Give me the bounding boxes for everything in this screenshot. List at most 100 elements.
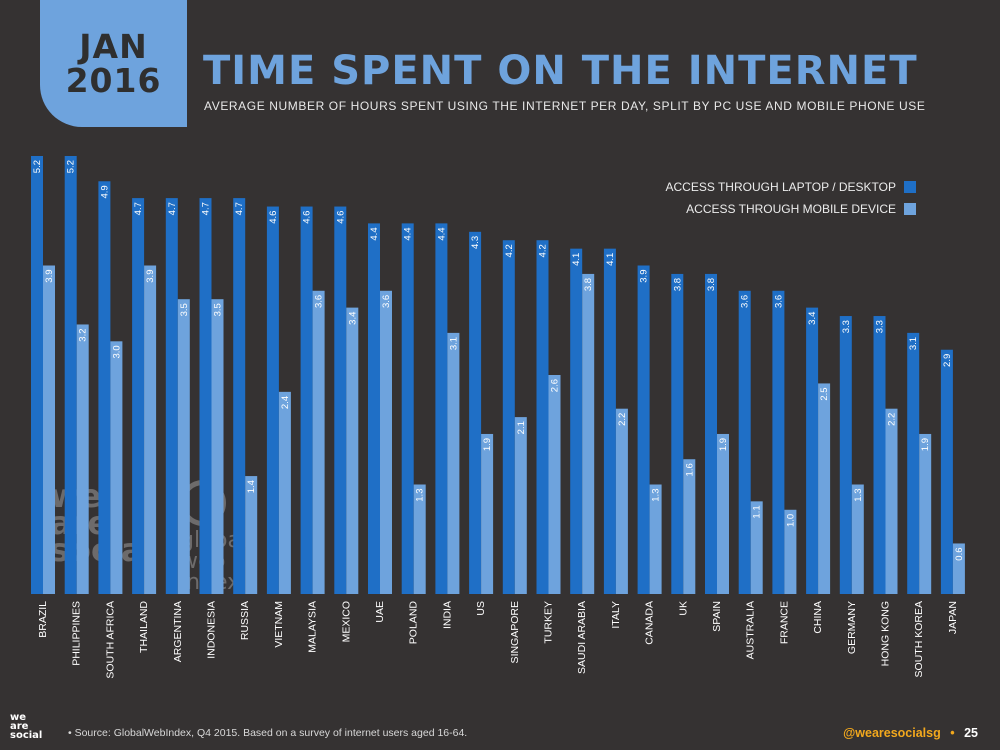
category-label: GERMANY: [846, 601, 858, 654]
bar-mobile: [851, 484, 864, 594]
category-label: HONG KONG: [880, 601, 892, 666]
bar-mobile: [514, 417, 527, 594]
legend-swatch-desktop: [904, 181, 916, 193]
data-label: 3.5: [213, 303, 224, 316]
data-label: 1.3: [853, 489, 864, 502]
bar-desktop: [199, 198, 212, 594]
category-label: RUSSIA: [239, 601, 251, 640]
data-label: 2.4: [280, 396, 291, 409]
category-label: US: [475, 601, 487, 616]
bar-mobile: [481, 433, 494, 594]
category-label: AUSTRALIA: [745, 601, 757, 659]
data-label: 3.9: [44, 270, 55, 283]
footer-logo-line-1: we: [10, 712, 27, 723]
data-label: 2.1: [516, 421, 527, 434]
bar-mobile: [952, 543, 965, 594]
bar-mobile: [346, 307, 359, 594]
data-label: 4.6: [268, 211, 279, 224]
category-label: THAILAND: [138, 601, 150, 653]
bar-mobile: [818, 383, 831, 594]
data-label: 1.9: [920, 438, 931, 451]
bar-desktop: [705, 273, 717, 594]
category-label: CHINA: [812, 601, 824, 634]
category-label: MALAYSIA: [307, 601, 319, 653]
data-label: 2.5: [819, 387, 830, 400]
data-label: 5.2: [32, 160, 43, 173]
data-label: 3.8: [583, 278, 594, 291]
bar-mobile: [750, 501, 763, 594]
data-label: 1.9: [718, 438, 729, 451]
data-label: 4.1: [605, 253, 616, 266]
page-number: 25: [964, 726, 978, 740]
category-label: FRANCE: [778, 601, 790, 644]
footer-left: we are social • Source: GlobalWebIndex, …: [10, 712, 467, 741]
data-label: 4.4: [403, 227, 414, 240]
data-label: 4.7: [234, 202, 245, 215]
data-label: 4.7: [201, 202, 212, 215]
category-label: SAUDI ARABIA: [576, 601, 588, 674]
page-title: TIME SPENT ON THE INTERNET: [203, 48, 918, 94]
bar-desktop: [839, 316, 852, 594]
category-label: CANADA: [644, 601, 656, 645]
category-label: VIETNAM: [273, 601, 285, 648]
bar-mobile: [447, 332, 460, 594]
data-label: 4.2: [504, 244, 515, 257]
bar-mobile: [717, 433, 729, 594]
page-subtitle: AVERAGE NUMBER OF HOURS SPENT USING THE …: [204, 99, 926, 113]
bar-desktop: [31, 156, 43, 594]
footer-separator: •: [950, 726, 955, 740]
data-label: 3.6: [314, 295, 325, 308]
bar-mobile: [245, 476, 258, 594]
bar-mobile: [615, 408, 628, 594]
category-label: PHILIPPINES: [71, 601, 83, 666]
category-label: ITALY: [610, 601, 622, 629]
bar-desktop: [637, 265, 650, 594]
data-label: 3.3: [841, 320, 852, 333]
data-label: 3.8: [706, 278, 717, 291]
data-label: 3.9: [145, 270, 156, 283]
data-label: 3.6: [773, 295, 784, 308]
chart-legend: ACCESS THROUGH LAPTOP / DESKTOP ACCESS T…: [665, 176, 916, 220]
bar-mobile: [548, 375, 561, 594]
bar-mobile: [76, 324, 89, 594]
data-label: 4.6: [302, 211, 313, 224]
data-label: 4.9: [99, 185, 110, 198]
category-label: SOUTH KOREA: [913, 601, 925, 677]
legend-label-mobile: ACCESS THROUGH MOBILE DEVICE: [686, 202, 896, 216]
data-label: 4.1: [571, 253, 582, 266]
data-label: 1.1: [752, 505, 763, 518]
data-label: 1.4: [246, 480, 257, 493]
bar-mobile: [885, 408, 898, 594]
data-label: 2.2: [617, 413, 628, 426]
bar-desktop: [806, 307, 819, 594]
bar-desktop: [671, 273, 684, 594]
bar-desktop: [401, 223, 414, 594]
category-label: INDIA: [441, 601, 453, 629]
bar-desktop: [233, 198, 246, 594]
bar-mobile: [211, 299, 224, 594]
data-label: 4.3: [470, 236, 481, 249]
data-label: 1.9: [482, 438, 493, 451]
category-label: UK: [677, 601, 689, 616]
bar-mobile: [919, 433, 932, 594]
bar-mobile: [144, 265, 157, 594]
wearesocial-logo: we are social: [10, 712, 60, 741]
category-label: JAPAN: [947, 601, 959, 634]
bar-desktop: [907, 332, 920, 594]
category-label: ARGENTINA: [172, 601, 184, 662]
bar-mobile: [312, 290, 325, 594]
bar-desktop: [334, 206, 347, 595]
data-label: 3.2: [78, 328, 89, 341]
bar-desktop: [772, 290, 785, 594]
footer-logo-line-2: are: [10, 721, 29, 732]
bar-desktop: [502, 240, 515, 594]
bar-mobile: [177, 299, 190, 594]
social-handle[interactable]: @wearesocialsg: [843, 726, 941, 740]
badge-year: 2016: [65, 60, 162, 100]
footer-right: @wearesocialsg • 25: [843, 726, 978, 740]
bar-desktop: [64, 156, 77, 594]
data-label: 3.3: [875, 320, 886, 333]
category-label: SINGAPORE: [509, 601, 521, 663]
data-label: 4.4: [369, 227, 380, 240]
